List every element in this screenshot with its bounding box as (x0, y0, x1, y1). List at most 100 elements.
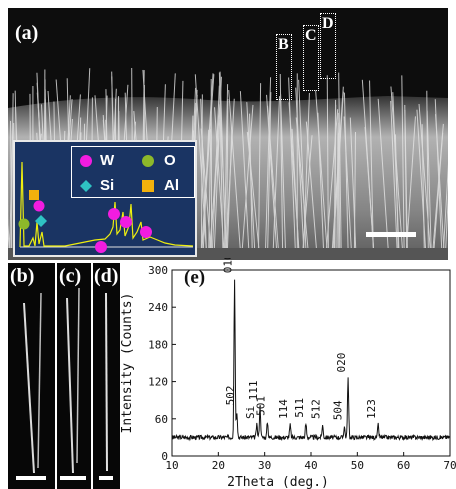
legend-al-symbol (142, 180, 154, 192)
peak-label: 511 (293, 398, 306, 418)
region-c-label: C (305, 27, 317, 44)
peak-label: 010 (222, 258, 235, 273)
x-tick-label: 20 (212, 459, 225, 472)
y-tick-label: 60 (155, 413, 168, 426)
nanowire-strand (326, 75, 329, 249)
legend-al-label: Al (164, 177, 179, 194)
nanowire-strand (303, 92, 310, 249)
plot-frame (171, 269, 451, 457)
nanowire-b-graphic (16, 292, 46, 480)
region-c-box (303, 25, 319, 91)
y-tick-label: 180 (148, 338, 168, 351)
xrd-axes (171, 269, 451, 457)
nanowire-strand (226, 131, 233, 249)
sem-image-panel-c: (c) (57, 263, 91, 489)
peak-label: 504 (331, 400, 344, 420)
nanowire-c-graphic (60, 287, 86, 480)
nanowire-strand (406, 116, 416, 249)
nanowire-strand (392, 92, 400, 249)
sem-image-panel-a: (a) B C D W O (8, 8, 448, 260)
x-tick-label: 50 (351, 459, 364, 472)
eds-si-marker (35, 215, 47, 227)
nanowire-strand (349, 117, 357, 249)
region-b-label: B (278, 36, 289, 53)
nanowire-strand (404, 109, 408, 249)
nanowire-strand (219, 97, 227, 249)
nanowire-strand (241, 104, 254, 249)
y-axis-label: Intensity (Counts) (120, 293, 135, 434)
eds-spectrum-inset: W O Si Al (13, 140, 197, 257)
scale-bar (366, 232, 416, 237)
eds-legend-symbols (80, 155, 154, 192)
peak-label: 020 (335, 353, 348, 373)
peak-label: 114 (277, 399, 290, 419)
legend-si-label: Si (100, 177, 115, 194)
eds-o-marker (18, 218, 30, 230)
nanowire-strand (9, 136, 14, 249)
nanowire-strand (249, 113, 253, 249)
nanowire-d-graphic (99, 292, 113, 480)
x-tick-label: 40 (304, 459, 317, 472)
nanowire-strand (200, 128, 212, 249)
eds-w-marker-2 (95, 241, 107, 253)
eds-al-marker (29, 190, 39, 200)
region-b-box (276, 34, 292, 100)
nanowire-strand (212, 85, 220, 249)
nanowire-strand (343, 116, 352, 249)
nanowire-strand (228, 90, 241, 249)
y-tick-label: 120 (148, 376, 168, 389)
eds-w-marker-1 (33, 200, 45, 212)
nanowire-strand (288, 102, 300, 249)
nanowire-strand (200, 98, 207, 249)
peak-label: 123 (365, 399, 378, 419)
x-axis-label: 2Theta (deg.) (227, 475, 329, 489)
legend-w-label: W (100, 152, 115, 169)
panel-d-label: (d) (94, 265, 119, 287)
tick-labels: 10 20 30 40 50 60 70 0 60 120 180 240 300 (148, 264, 456, 472)
eds-legend: W O Si Al (71, 146, 195, 198)
legend-o-label: O (164, 152, 176, 169)
nanowire-strand (267, 105, 279, 249)
nanowire-strand (337, 132, 341, 249)
region-d-box (320, 13, 336, 79)
nanowire-strand (343, 92, 349, 249)
nanowire-strand (369, 80, 374, 249)
nanowire-strand (295, 117, 309, 249)
peak-label: 501 (254, 396, 267, 416)
panel-e-label: (e) (184, 267, 205, 288)
nanowire-strand (377, 98, 389, 249)
nanowire-strand (315, 90, 328, 249)
panel-a-label: (a) (15, 22, 39, 44)
nanowire-strand (432, 123, 444, 249)
y-tick-label: 240 (148, 301, 168, 314)
peak-label: 111 (247, 381, 260, 401)
eds-peak-markers (18, 190, 152, 253)
nanowire-strand (239, 91, 250, 249)
x-tick-label: 10 (165, 459, 178, 472)
x-tick-label: 70 (443, 459, 456, 472)
eds-w-marker-5 (140, 226, 152, 238)
nanowire-strand (426, 110, 432, 249)
nanowire-strand (258, 83, 262, 249)
eds-w-marker-4 (120, 216, 132, 228)
legend-w-symbol (80, 155, 92, 167)
peak-label: Si (244, 406, 257, 419)
legend-o-symbol (142, 155, 154, 167)
legend-si-symbol (80, 180, 92, 192)
nanowire-strand (200, 94, 203, 249)
xrd-pattern-line (171, 279, 450, 442)
sem-image-panel-d: (d) (93, 263, 120, 489)
nanowire-strand (435, 114, 445, 249)
x-tick-label: 60 (397, 459, 410, 472)
nanowire-strand (416, 109, 426, 249)
panel-c-label: (c) (59, 265, 82, 287)
peak-label: 512 (310, 399, 323, 419)
nanowire-strand (418, 103, 431, 249)
eds-w-marker-3 (108, 208, 120, 220)
nanowire-strand (226, 99, 229, 249)
nanowire-strand (364, 126, 375, 249)
nanowire-strand (267, 92, 272, 249)
nanowire-strand (8, 217, 11, 249)
